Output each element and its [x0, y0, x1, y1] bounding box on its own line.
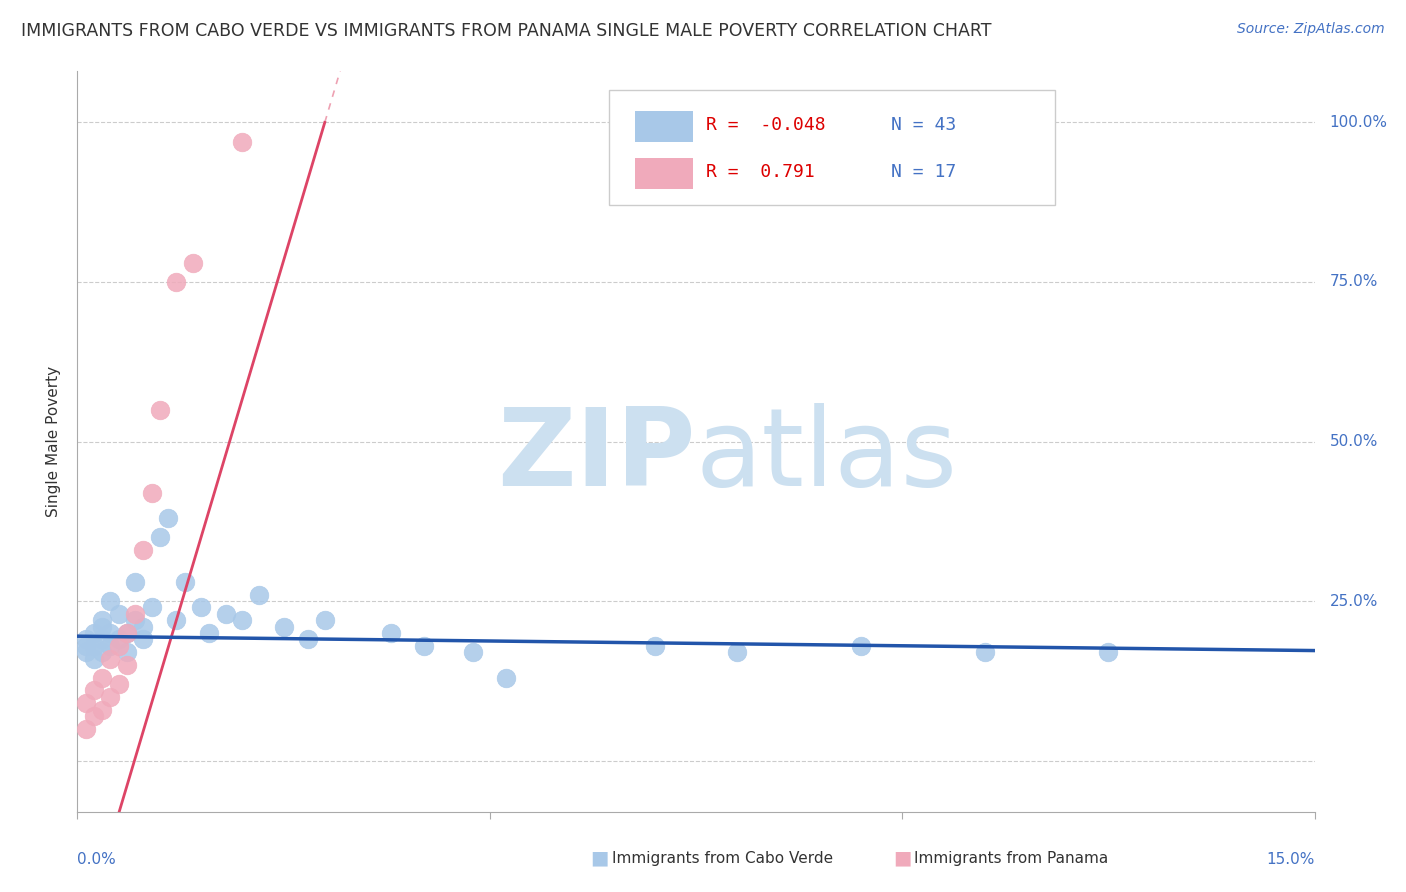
Point	[91, 703, 114, 717]
Text: IMMIGRANTS FROM CABO VERDE VS IMMIGRANTS FROM PANAMA SINGLE MALE POVERTY CORRELA: IMMIGRANTS FROM CABO VERDE VS IMMIGRANTS…	[21, 22, 991, 40]
Point	[91, 619, 114, 633]
Point	[75, 639, 97, 653]
Text: 75.0%: 75.0%	[1330, 275, 1378, 290]
Point	[141, 600, 163, 615]
Text: ZIP: ZIP	[498, 403, 696, 509]
Point	[297, 632, 319, 647]
Point	[849, 639, 872, 653]
Point	[83, 683, 105, 698]
Point	[107, 607, 129, 621]
Text: 100.0%: 100.0%	[1330, 115, 1388, 130]
Y-axis label: Single Male Poverty: Single Male Poverty	[46, 366, 62, 517]
Point	[107, 677, 129, 691]
Point	[495, 671, 517, 685]
Point	[165, 275, 187, 289]
Point	[115, 645, 138, 659]
Point	[132, 632, 155, 647]
Text: N = 17: N = 17	[891, 163, 956, 181]
Point	[215, 607, 238, 621]
Text: 50.0%: 50.0%	[1330, 434, 1378, 449]
Point	[115, 626, 138, 640]
Point	[98, 651, 121, 665]
Point	[75, 722, 97, 736]
Text: ■: ■	[893, 848, 911, 868]
Point	[75, 632, 97, 647]
Text: Source: ZipAtlas.com: Source: ZipAtlas.com	[1237, 22, 1385, 37]
Point	[165, 613, 187, 627]
Point	[83, 709, 105, 723]
Point	[132, 543, 155, 558]
Point	[314, 613, 336, 627]
Point	[124, 574, 146, 589]
Point	[412, 639, 434, 653]
Point	[247, 588, 270, 602]
Text: R =  0.791: R = 0.791	[706, 163, 814, 181]
Point	[107, 639, 129, 653]
Point	[91, 613, 114, 627]
Point	[141, 485, 163, 500]
Text: N = 43: N = 43	[891, 116, 956, 135]
Text: atlas: atlas	[696, 403, 957, 509]
Text: Immigrants from Panama: Immigrants from Panama	[914, 851, 1108, 865]
Point	[75, 645, 97, 659]
Point	[380, 626, 402, 640]
Point	[132, 619, 155, 633]
Point	[98, 690, 121, 704]
Point	[231, 135, 253, 149]
Text: ■: ■	[591, 848, 609, 868]
Point	[149, 530, 172, 544]
Point	[83, 626, 105, 640]
Point	[98, 594, 121, 608]
Point	[231, 613, 253, 627]
Point	[98, 639, 121, 653]
Point	[83, 651, 105, 665]
Text: Immigrants from Cabo Verde: Immigrants from Cabo Verde	[612, 851, 832, 865]
FancyBboxPatch shape	[636, 112, 693, 143]
Point	[198, 626, 221, 640]
Point	[149, 402, 172, 417]
Text: 25.0%: 25.0%	[1330, 593, 1378, 608]
Point	[973, 645, 995, 659]
Point	[157, 511, 180, 525]
Point	[181, 256, 204, 270]
Point	[725, 645, 748, 659]
Point	[91, 645, 114, 659]
Point	[1097, 645, 1119, 659]
Point	[91, 671, 114, 685]
Point	[124, 613, 146, 627]
Point	[98, 626, 121, 640]
Point	[173, 574, 195, 589]
Text: 0.0%: 0.0%	[77, 853, 117, 867]
Point	[273, 619, 295, 633]
Point	[91, 632, 114, 647]
Point	[644, 639, 666, 653]
Point	[463, 645, 485, 659]
Point	[124, 607, 146, 621]
Point	[83, 639, 105, 653]
Text: R =  -0.048: R = -0.048	[706, 116, 825, 135]
Text: 15.0%: 15.0%	[1267, 853, 1315, 867]
Point	[107, 632, 129, 647]
FancyBboxPatch shape	[636, 158, 693, 189]
Point	[190, 600, 212, 615]
Point	[115, 657, 138, 672]
FancyBboxPatch shape	[609, 90, 1054, 204]
Point	[115, 626, 138, 640]
Point	[75, 696, 97, 710]
